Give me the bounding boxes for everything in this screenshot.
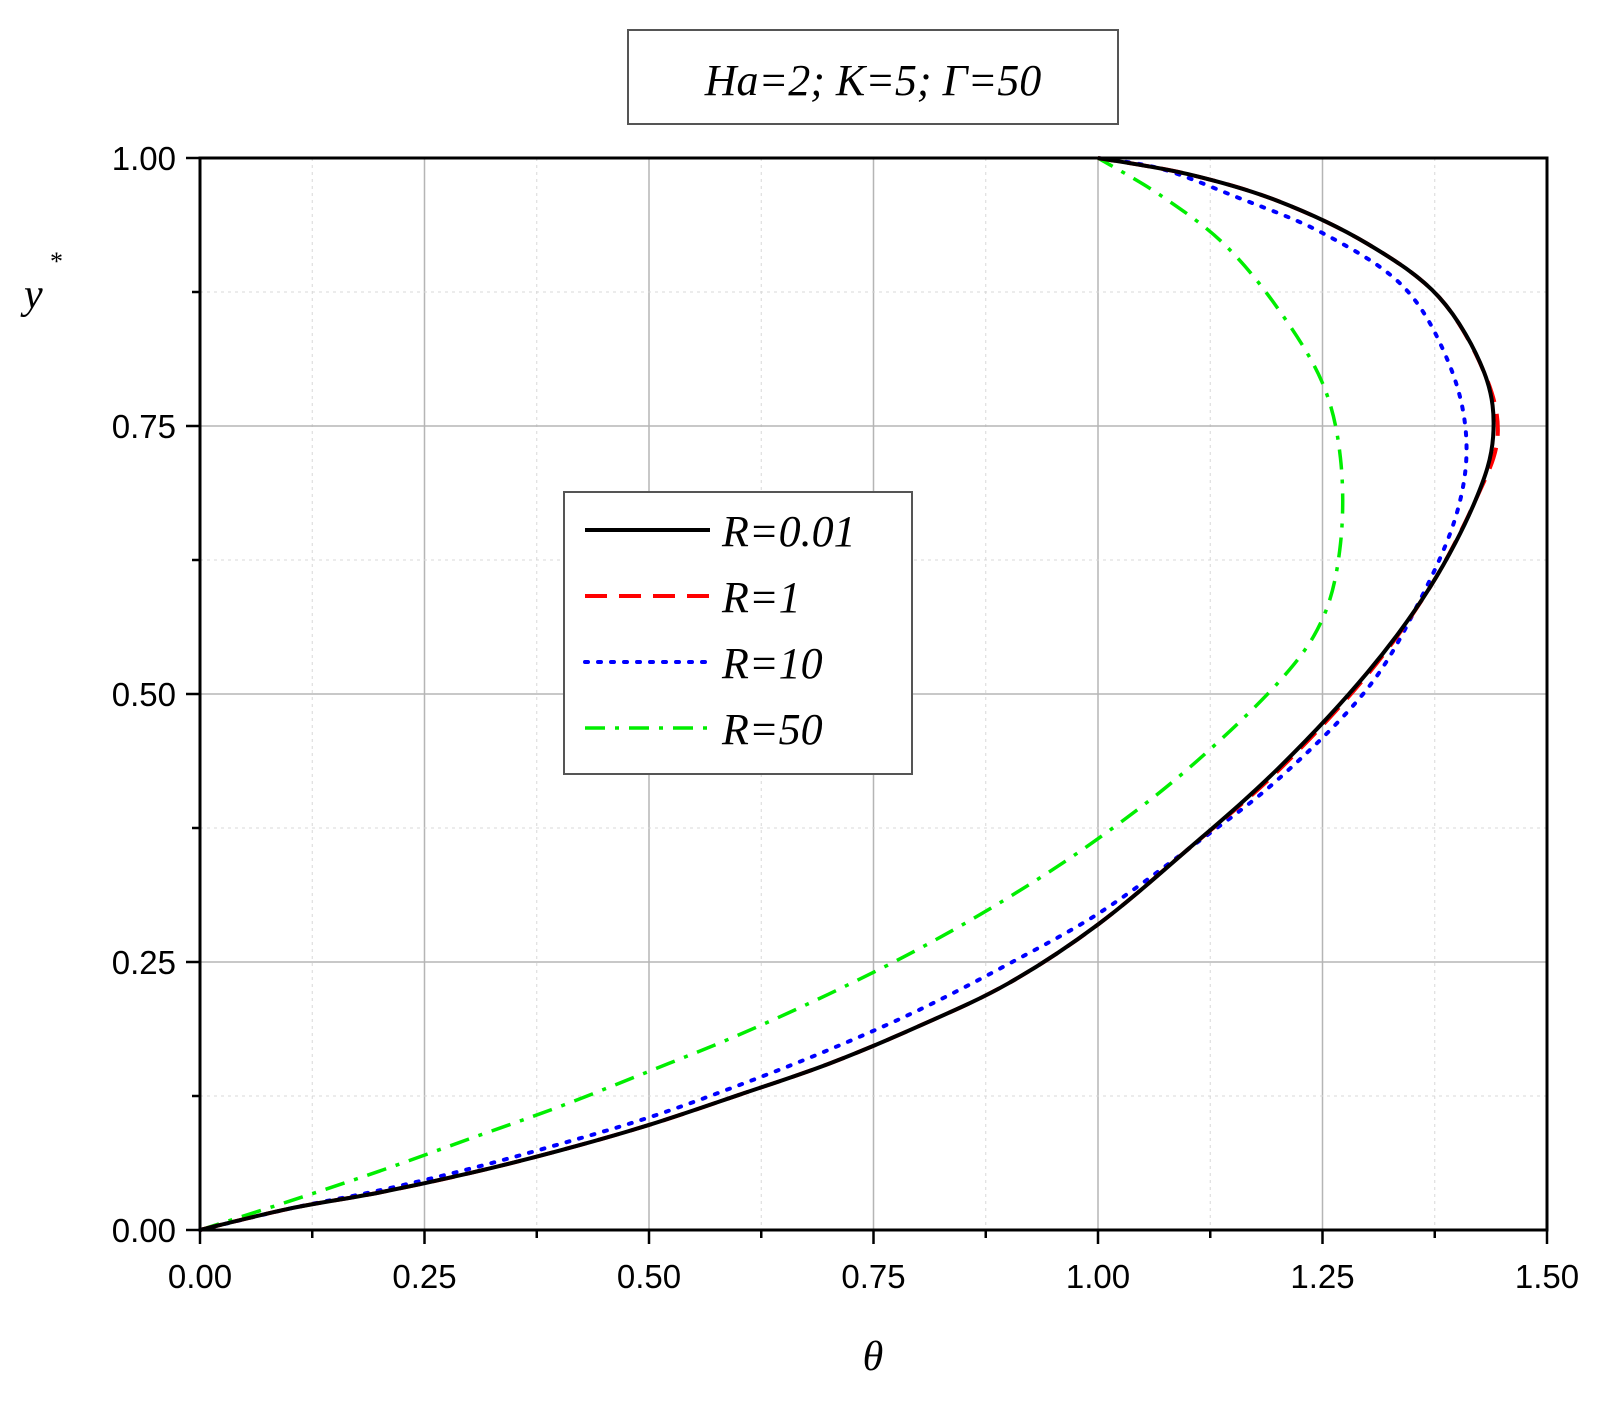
x-tick-label: 1.50 xyxy=(1515,1258,1579,1295)
legend: R=0.01 R=1 R=10 R=50 xyxy=(563,491,913,775)
series-group xyxy=(198,156,1500,1232)
y-tick-label: 1.00 xyxy=(112,140,176,177)
x-tick-label: 1.00 xyxy=(1066,1258,1130,1295)
y-tick-label: 0.75 xyxy=(112,408,176,445)
legend-label: R=0.01 xyxy=(721,507,856,556)
series-line-r-50 xyxy=(199,156,1345,1232)
x-axis-title: θ xyxy=(863,1334,884,1380)
x-tick-labels: 0.00 0.25 0.50 0.75 1.00 1.25 1.50 xyxy=(168,1258,1579,1295)
x-tick-label: 0.00 xyxy=(168,1258,232,1295)
x-tick-label: 1.25 xyxy=(1290,1258,1354,1295)
y-tick-label: 0.25 xyxy=(112,944,176,981)
legend-box xyxy=(563,491,913,775)
axis-ticks xyxy=(186,156,1549,1244)
series-line-r-0-01 xyxy=(199,156,1496,1232)
y-tick-label: 0.00 xyxy=(112,1212,176,1249)
y-axis-title-superscript: * xyxy=(50,247,63,276)
x-tick-label: 0.25 xyxy=(392,1258,456,1295)
legend-label: R=10 xyxy=(721,639,823,688)
x-tick-label: 0.50 xyxy=(617,1258,681,1295)
chart-title: Ha=2; K=5; Γ=50 xyxy=(704,56,1042,105)
y-tick-labels: 0.00 0.25 0.50 0.75 1.00 xyxy=(112,140,176,1249)
title-box xyxy=(627,29,1119,125)
legend-label: R=50 xyxy=(721,705,823,754)
legend-label: R=1 xyxy=(721,573,801,622)
y-tick-label: 0.50 xyxy=(112,676,176,713)
y-axis-title: y xyxy=(20,272,43,318)
x-tick-label: 0.75 xyxy=(841,1258,905,1295)
